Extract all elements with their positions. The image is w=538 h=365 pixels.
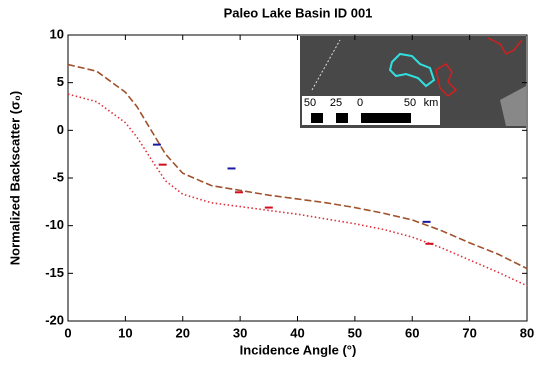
x-axis-label: Incidence Angle (°) [240, 342, 357, 357]
x-tick-label: 30 [233, 325, 247, 340]
scale-label: 0 [357, 97, 363, 109]
chart-title: Paleo Lake Basin ID 001 [224, 5, 373, 20]
scale-label: 50 [304, 97, 316, 109]
x-tick-label: 70 [462, 325, 476, 340]
y-axis-label: Normalized Backscatter (σ₀) [7, 91, 22, 265]
scale-label: 50 [404, 97, 416, 109]
y-tick-label: -15 [45, 265, 64, 280]
scale-label: 25 [330, 97, 342, 109]
scale-bar [361, 113, 411, 123]
scale-label: km [424, 97, 439, 109]
x-tick-label: 0 [64, 325, 71, 340]
x-tick-label: 60 [405, 325, 419, 340]
y-tick-label: -20 [45, 312, 64, 327]
x-tick-label: 50 [348, 325, 362, 340]
x-tick-label: 20 [176, 325, 190, 340]
y-tick-label: -5 [52, 169, 64, 184]
inset-map: 50 25 0 50 km [300, 36, 526, 128]
x-tick-label: 10 [118, 325, 132, 340]
chart: Paleo Lake Basin ID 001 Incidence Angle … [0, 0, 538, 360]
x-tick-label: 40 [290, 325, 304, 340]
y-tick-label: 0 [57, 122, 64, 137]
scale-bar [311, 113, 323, 123]
y-tick-label: -10 [45, 217, 64, 232]
y-tick-label: 10 [50, 26, 64, 41]
y-tick-label: 5 [57, 74, 64, 89]
x-tick-label: 80 [520, 325, 534, 340]
scale-bar [336, 113, 348, 123]
